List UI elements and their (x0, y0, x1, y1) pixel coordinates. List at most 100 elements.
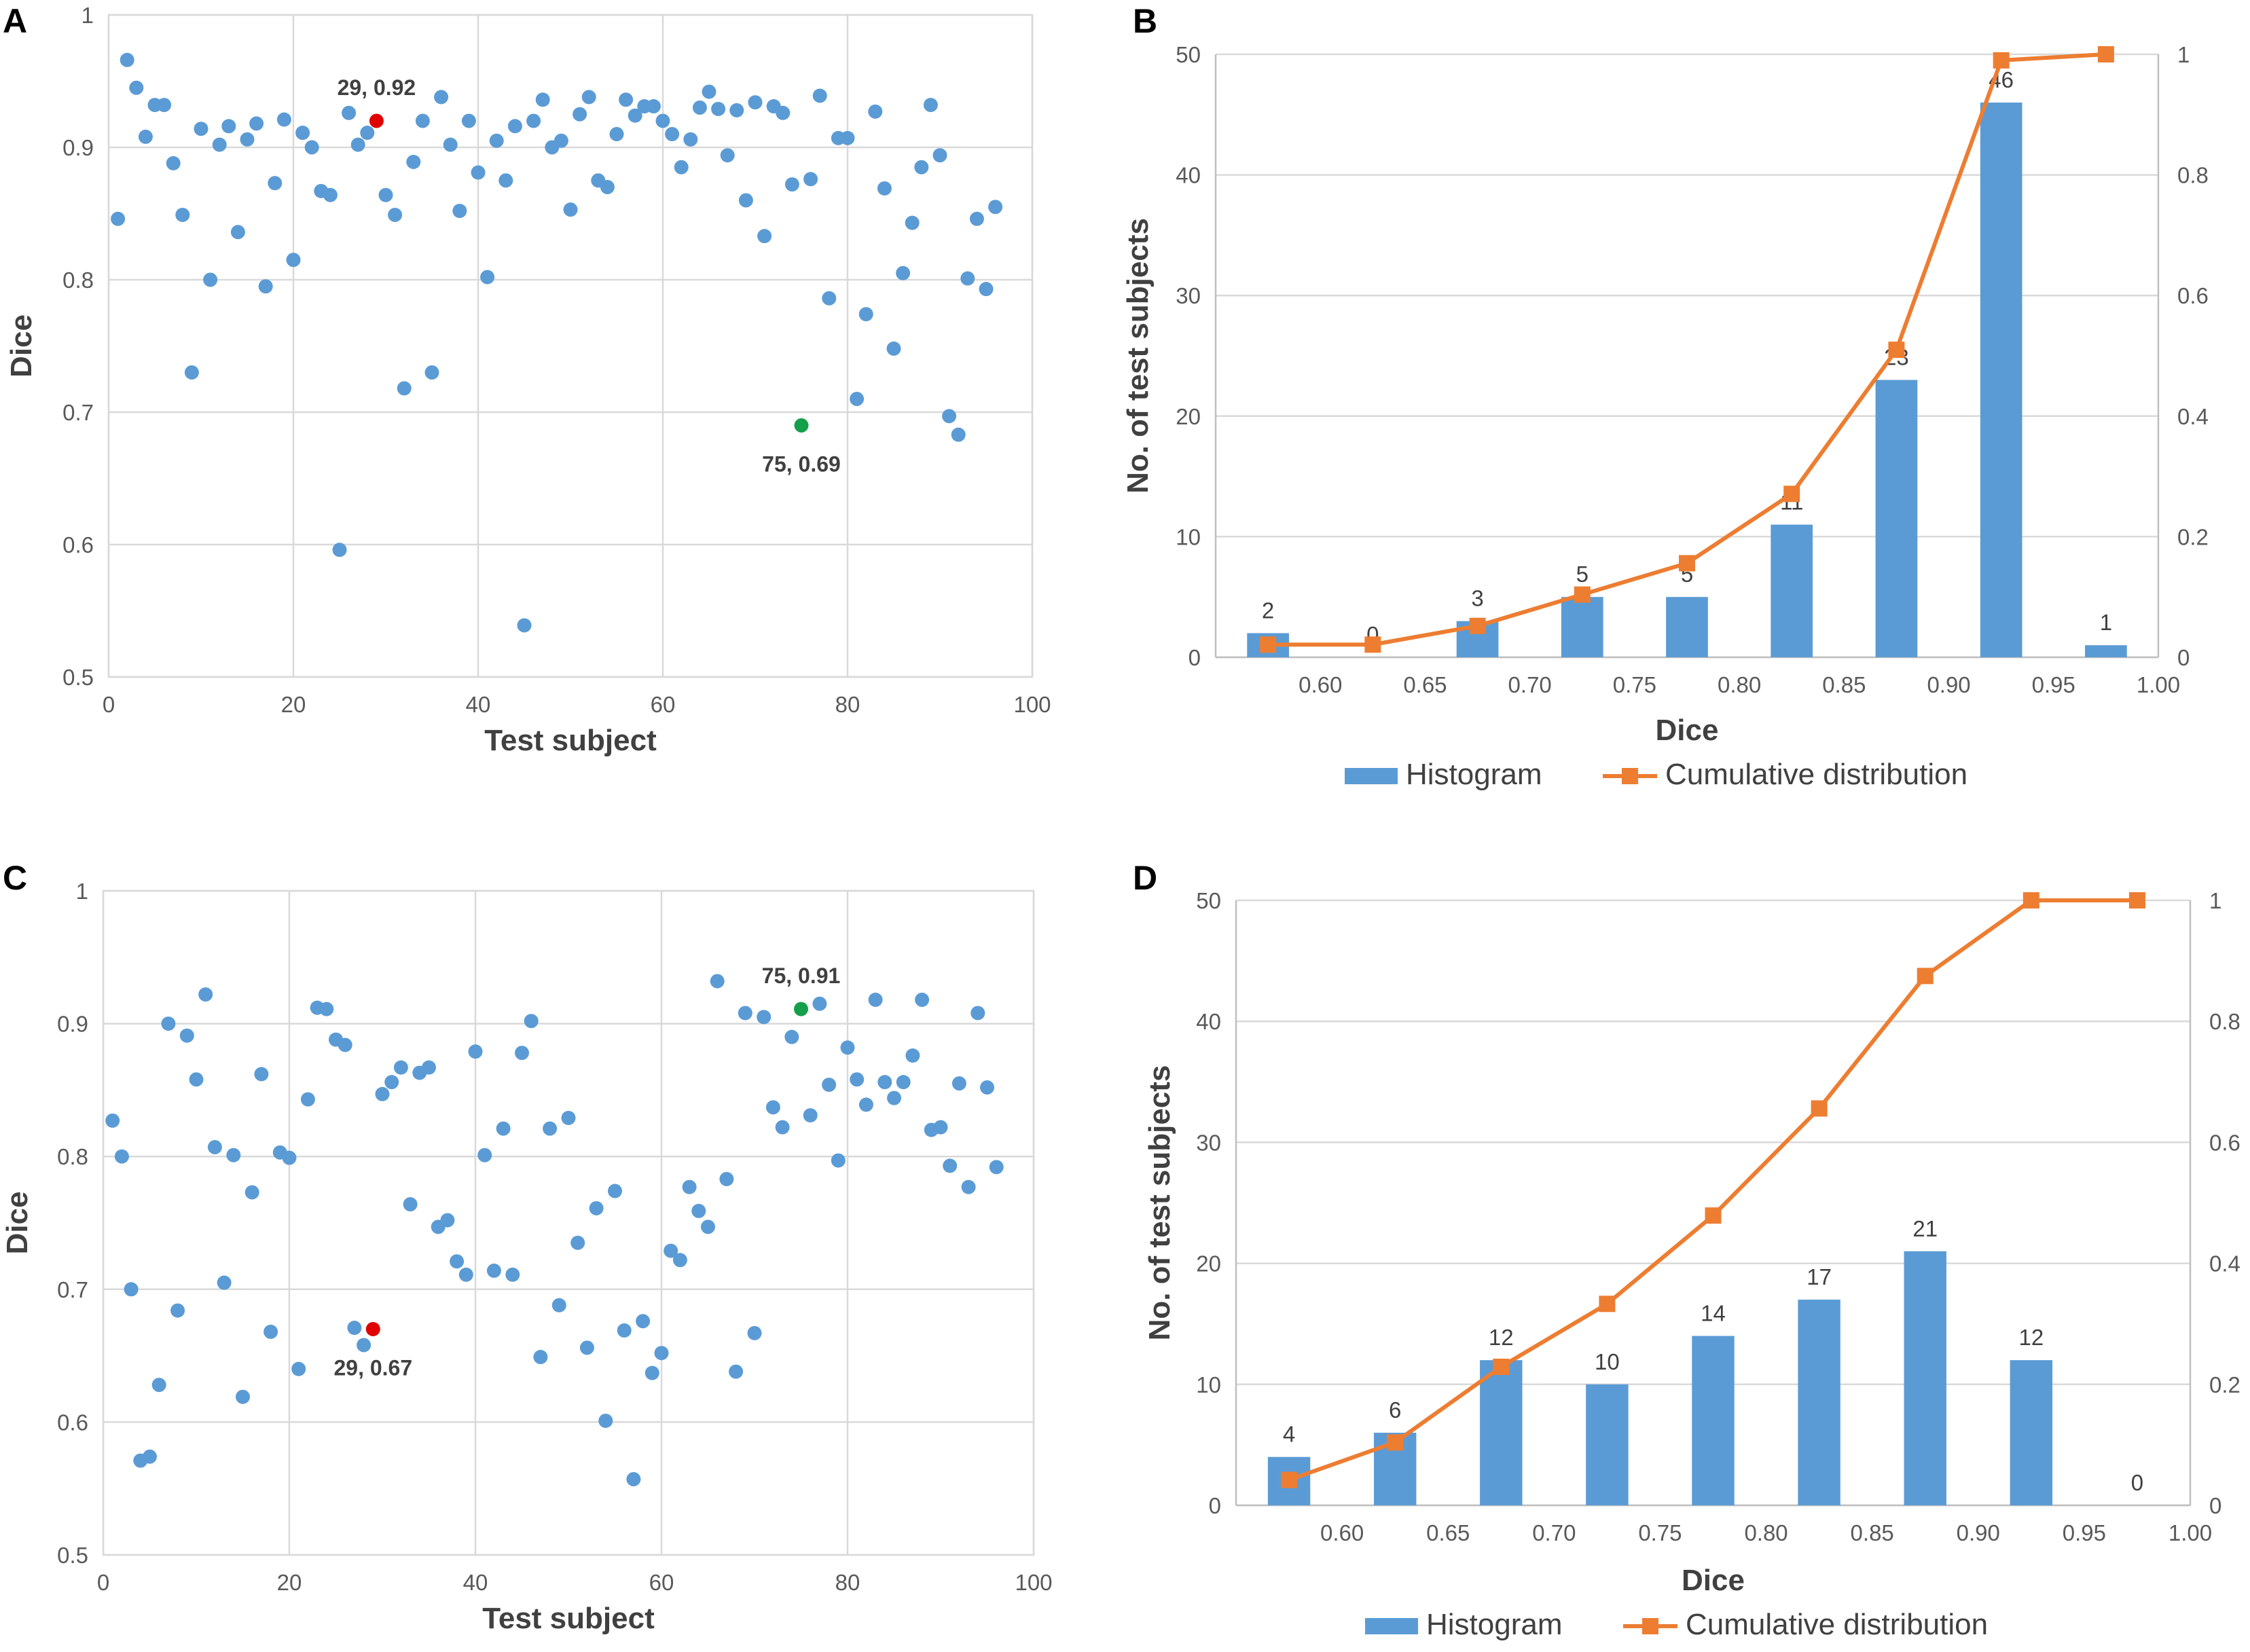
data-point (526, 113, 541, 128)
x-tick-label: 0.60 (1299, 672, 1342, 697)
data-point (654, 1346, 669, 1361)
data-point (221, 119, 236, 134)
y-tick-label: 20 (1176, 404, 1201, 429)
x-tick-label: 1.00 (2169, 1520, 2212, 1545)
data-point (443, 137, 458, 152)
data-point (765, 1100, 780, 1115)
y-tick-label: 0.8 (62, 268, 94, 293)
x-axis-title: Test subject (484, 724, 657, 757)
data-point (951, 1076, 966, 1091)
panel-letter: D (1133, 859, 1157, 897)
cumulative-marker (1387, 1434, 1404, 1451)
point-annotation: 29, 0.92 (338, 75, 416, 100)
bar-value-label: 12 (1489, 1325, 1514, 1350)
x-tick-label: 80 (835, 692, 860, 717)
y-tick-label: 50 (1196, 888, 1221, 913)
data-point (161, 1016, 176, 1031)
histogram-bar (1875, 380, 1918, 657)
data-point (738, 193, 753, 208)
data-point (551, 1298, 566, 1313)
data-point (393, 1060, 408, 1075)
data-point (757, 229, 772, 244)
bar-value-label: 14 (1701, 1301, 1726, 1326)
data-point (332, 543, 347, 557)
bar-value-label: 10 (1595, 1349, 1620, 1374)
histogram-bar (1666, 597, 1708, 657)
data-point (858, 1097, 873, 1112)
y-tick-label: 0.5 (62, 665, 94, 690)
cumulative-marker (2097, 46, 2114, 62)
x-tick-label: 0.65 (1426, 1520, 1470, 1545)
data-point (636, 1314, 651, 1329)
x-tick-label: 100 (1015, 1570, 1052, 1595)
data-point (581, 90, 596, 105)
y2-tick-label: 0.6 (2209, 1130, 2240, 1155)
data-point (989, 1160, 1004, 1175)
data-point (672, 1253, 687, 1268)
x-tick-label: 1.00 (2137, 672, 2180, 697)
y-tick-label: 0.9 (62, 135, 94, 160)
cumulative-marker (1493, 1358, 1510, 1375)
x-axis-title: Dice (1656, 714, 1719, 747)
data-point (598, 1413, 613, 1428)
cumulative-marker (1281, 1471, 1298, 1488)
cumulative-marker (1917, 968, 1934, 985)
data-point (212, 137, 227, 152)
data-point (942, 409, 957, 424)
data-point (249, 116, 264, 131)
data-point (554, 133, 568, 148)
data-point (748, 95, 763, 110)
y-tick-label: 20 (1196, 1251, 1221, 1277)
y2-tick-label: 0.6 (2177, 283, 2209, 308)
highlight-point-75 (794, 418, 809, 433)
x-axis-title: Dice (1682, 1564, 1745, 1597)
y2-tick-label: 0.4 (2177, 404, 2209, 429)
panel-letter: C (3, 859, 27, 897)
x-tick-label: 40 (466, 692, 491, 717)
y-axis-title: Dice (5, 314, 38, 378)
data-point (719, 1171, 734, 1186)
y2-tick-label: 1 (2209, 888, 2221, 913)
y-tick-label: 0.6 (57, 1410, 88, 1435)
data-point (452, 204, 467, 219)
data-point (896, 265, 911, 280)
x-tick-label: 0 (103, 692, 115, 717)
histogram-bar (1798, 1300, 1840, 1505)
cumulative-marker (1705, 1207, 1722, 1224)
cumulative-marker (1574, 586, 1591, 603)
data-point (812, 996, 827, 1011)
data-point (570, 1235, 585, 1250)
data-point (905, 1048, 920, 1063)
data-point (129, 80, 144, 95)
legend-cumulative-label: Cumulative distribution (1665, 758, 1967, 791)
data-point (230, 225, 245, 240)
cumulative-marker (2022, 892, 2039, 908)
x-tick-label: 100 (1013, 692, 1051, 717)
y-tick-label: 0.8 (57, 1144, 88, 1169)
data-point (877, 181, 892, 196)
data-point (264, 1324, 278, 1339)
cumulative-marker (2128, 892, 2145, 908)
y-axis-title: No. of test subjects (1121, 218, 1155, 494)
data-point (458, 1267, 473, 1282)
histogram-bar (2085, 645, 2127, 657)
cumulative-marker (1811, 1100, 1828, 1117)
y2-tick-label: 0 (2177, 645, 2190, 670)
y-tick-label: 10 (1176, 524, 1201, 549)
y2-tick-label: 0.4 (2209, 1251, 2240, 1277)
data-point (970, 1006, 985, 1021)
data-point (980, 1080, 994, 1095)
x-tick-label: 0.70 (1508, 672, 1552, 697)
histogram-bar (1586, 1384, 1629, 1505)
data-point (646, 99, 661, 114)
y-tick-label: 30 (1176, 283, 1201, 308)
y2-tick-label: 0.8 (2177, 163, 2209, 188)
histogram-bar (2010, 1360, 2053, 1505)
data-point (533, 1350, 548, 1365)
data-point (711, 101, 726, 116)
data-point (143, 1449, 157, 1464)
data-point (850, 1072, 865, 1087)
data-point (505, 1267, 520, 1282)
highlight-point-75 (794, 1002, 808, 1016)
data-point (179, 1028, 194, 1043)
